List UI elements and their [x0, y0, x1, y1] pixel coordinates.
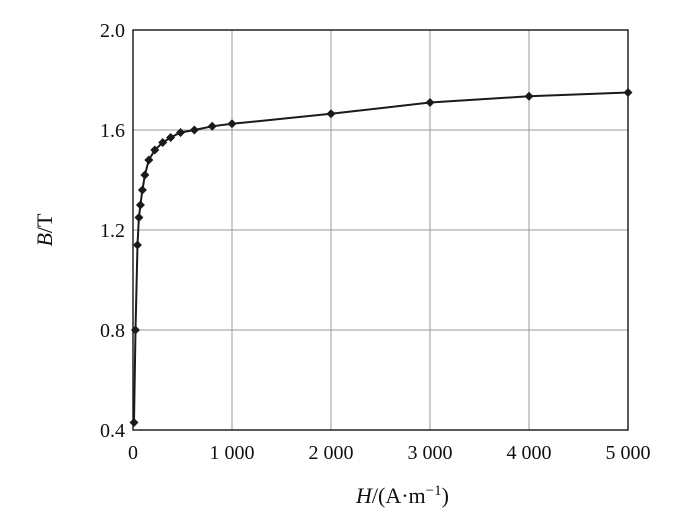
x-axis-label-unit: /(A·m	[372, 483, 426, 508]
x-axis-label: H/(A·m−1)	[355, 483, 449, 508]
x-tick-label: 1 000	[210, 442, 255, 464]
grid	[132, 29, 629, 431]
plot-frame	[132, 29, 629, 431]
x-tick-label: 2 000	[309, 442, 354, 464]
data-point	[425, 98, 435, 107]
data-point	[144, 155, 154, 165]
data-point	[132, 240, 142, 250]
x-tick-label: 0	[128, 442, 138, 464]
data-point	[227, 119, 237, 129]
x-axis-label-symbol: H	[355, 483, 373, 508]
data-point	[326, 109, 336, 119]
data-point	[150, 145, 160, 155]
data-point	[158, 138, 168, 147]
x-axis-label-close: )	[442, 483, 449, 508]
y-tick-label: 0.4	[100, 420, 125, 442]
y-tick-label: 0.8	[100, 320, 125, 342]
data-point	[524, 91, 534, 101]
y-axis-label: B/T	[32, 213, 57, 247]
data-point	[134, 213, 144, 222]
x-tick-label: 5 000	[606, 442, 651, 464]
data-point	[130, 325, 140, 335]
series-group	[129, 88, 633, 427]
data-point	[129, 418, 139, 427]
data-point	[176, 128, 186, 137]
data-point	[207, 121, 217, 131]
x-tick-label: 4 000	[507, 442, 552, 464]
data-point	[137, 185, 147, 195]
tick-labels: 0 1 000 2 000 3 000 4 000 5 000 0.4 0.8 1.2 1.6 2.…	[100, 20, 651, 464]
y-tick-label: 2.0	[100, 20, 125, 42]
y-axis-label-unit: /T	[32, 213, 57, 233]
series-line	[133, 91, 629, 423]
y-tick-label: 1.6	[100, 120, 125, 142]
x-axis-label-exponent: −1	[426, 483, 442, 499]
y-tick-label: 1.2	[100, 220, 125, 242]
data-point	[166, 133, 176, 142]
data-point	[189, 125, 199, 135]
x-tick-label: 3 000	[408, 442, 453, 464]
series-layer	[129, 88, 633, 427]
data-point	[140, 170, 150, 180]
data-point	[135, 200, 145, 210]
y-axis-label-symbol: B	[32, 233, 57, 246]
data-point	[623, 88, 633, 97]
